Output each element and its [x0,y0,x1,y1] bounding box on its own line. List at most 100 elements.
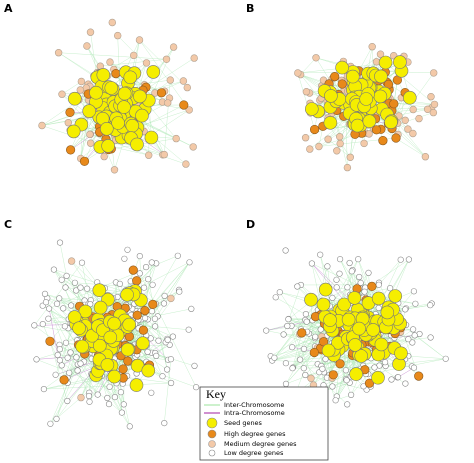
gene-node [337,297,351,312]
gene-node [186,259,193,266]
gene-node [117,86,132,101]
gene-node [307,374,315,382]
gene-node [66,369,73,376]
gene-node [33,356,40,363]
gene-node [395,374,402,381]
gene-node [427,92,435,101]
gene-node [78,259,86,266]
gene-node [54,351,61,359]
gene-node [61,323,69,330]
gene-node [128,265,138,275]
gene-node [337,79,347,89]
gene-node [140,306,150,316]
gene-node [282,247,289,254]
gene-node [348,338,362,352]
gene-node [133,89,147,104]
gene-node [350,118,365,133]
gene-node [323,116,338,130]
gene-node [159,373,166,380]
gene-node [332,397,339,404]
gene-node [83,285,91,292]
gene-node [346,153,354,162]
edge [84,353,123,413]
gene-node [302,311,310,318]
gene-node [348,391,355,399]
gene-node [111,116,125,130]
gene-node [371,291,386,306]
edge [414,335,446,359]
gene-node [38,121,46,130]
gene-node [365,269,372,277]
gene-node [58,362,65,369]
gene-node [120,401,127,408]
gene-node [427,334,434,341]
edge [164,80,171,155]
gene-node [317,251,324,258]
gene-node [138,325,148,335]
gene-node [117,100,131,114]
key-symbol [206,417,218,429]
gene-node [77,77,86,86]
edge [48,308,58,356]
gene-node [56,239,64,246]
gene-node [60,305,67,312]
gene-node [378,55,393,70]
gene-node [53,300,61,307]
gene-node [423,105,432,114]
gene-node [161,420,168,427]
gene-node [276,289,283,296]
gene-node [122,317,136,332]
gene-node [427,302,434,309]
gene-node [393,55,407,69]
edge [318,109,351,158]
gene-node [116,280,123,288]
gene-node [83,42,91,50]
gene-node [132,276,142,286]
gene-node [282,360,290,367]
gene-node [53,415,60,423]
gene-node [113,31,122,40]
gene-node [74,367,81,374]
edge [279,292,316,347]
gene-node [111,394,118,401]
gene-node [149,281,156,288]
gene-node [110,166,119,174]
gene-node [316,297,331,312]
gene-node [329,294,336,302]
gene-node [58,276,65,283]
gene-node [75,339,89,354]
gene-node [142,59,151,67]
gene-node [59,375,69,385]
gene-node [374,69,388,84]
gene-node [345,69,360,84]
edge [292,366,412,369]
gene-node [56,346,63,353]
gene-node [93,300,108,315]
gene-node [367,281,377,292]
gene-node [167,356,174,363]
gene-node [168,379,175,387]
gene-node [342,367,350,374]
gene-node [103,330,118,345]
gene-node [73,354,80,361]
gene-node [442,355,449,362]
gene-node [324,135,332,143]
gene-node [315,142,323,151]
gene-node [169,333,176,340]
gene-node [348,268,355,275]
edge [108,295,165,378]
gene-node [62,339,70,346]
gene-node [336,133,344,141]
gene-node [190,54,198,62]
key-symbol [207,429,217,439]
gene-node [362,114,377,128]
key-item: Inter-Chromosome [224,401,284,409]
gene-node [77,360,84,367]
gene-node [151,315,158,322]
edge [297,72,315,130]
gene-node [167,294,175,303]
gene-node [62,284,69,291]
gene-node [193,384,200,391]
key-title: Key [206,387,226,401]
gene-node [45,315,52,322]
